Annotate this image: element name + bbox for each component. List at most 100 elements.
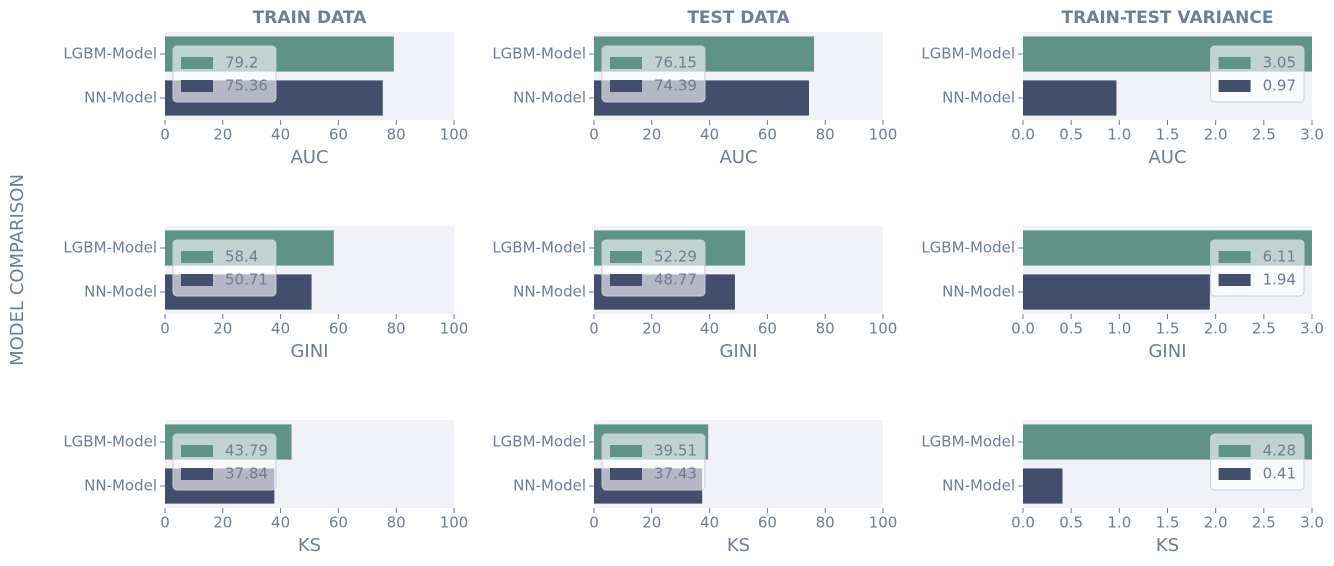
x-tick-label: 3.0 [1300,126,1324,144]
x-tick-label: 60 [329,514,348,532]
x-tick-label: 20 [213,126,232,144]
x-tick-label: 80 [387,320,406,338]
legend: 43.79 37.84 [172,433,277,491]
y-tick-label: NN-Model [513,89,586,107]
legend-swatch [181,251,213,263]
x-tick-label: 0 [160,126,170,144]
x-tick-label: 40 [700,514,719,532]
x-tick-label: 1.5 [1156,514,1180,532]
legend-swatch [1218,468,1251,480]
y-tick-label: NN-Model [84,283,157,301]
x-axis-label: KS [298,535,321,556]
x-tick-label: 1.5 [1156,126,1180,144]
x-tick-label: 0.5 [1059,514,1083,532]
x-axis-label: AUC [290,147,328,168]
x-tick-label: 100 [869,514,898,532]
x-tick-label: 0 [589,126,599,144]
x-tick-label: 80 [816,126,835,144]
bar [1023,80,1117,116]
x-tick-label: 100 [440,320,469,338]
y-tick-label: NN-Model [513,477,586,495]
legend: 3.05 0.97 [1210,45,1305,103]
legend-label: 58.4 [225,248,258,266]
x-tick-label: 80 [816,320,835,338]
legend-swatch [1218,80,1251,92]
legend-swatch [1218,251,1251,263]
legend-label: 50.71 [225,271,268,289]
x-tick-label: 0.0 [1011,320,1035,338]
x-tick-label: 40 [700,320,719,338]
x-tick-label: 0.5 [1059,126,1083,144]
x-tick-label: 60 [758,514,777,532]
legend-label: 37.43 [654,465,697,483]
legend: 52.29 48.77 [601,239,706,297]
legend-label: 75.36 [225,77,268,95]
x-tick-label: 60 [758,126,777,144]
legend-swatch [1218,445,1251,457]
x-tick-label: 80 [387,514,406,532]
legend-label: 39.51 [654,442,697,460]
legend: 79.2 75.36 [172,45,277,103]
x-tick-label: 40 [271,514,290,532]
x-tick-label: 20 [213,514,232,532]
y-tick-label: LGBM-Model [63,433,157,451]
legend: 76.15 74.39 [601,45,706,103]
x-tick-label: 1.5 [1156,320,1180,338]
x-tick-label: 40 [271,126,290,144]
chart-title: TRAIN-TEST VARIANCE [1062,8,1274,28]
x-axis-label: GINI [719,341,757,362]
x-tick-label: 1.0 [1107,126,1131,144]
x-axis-label: KS [727,535,750,556]
x-tick-label: 40 [271,320,290,338]
x-axis-label: AUC [719,147,757,168]
y-tick-label: LGBM-Model [492,239,586,257]
figure-ylabel: MODEL COMPARISON [7,174,28,366]
legend-swatch [1218,57,1251,69]
bar [1023,274,1210,310]
x-tick-label: 60 [329,320,348,338]
y-tick-label: LGBM-Model [921,45,1015,63]
x-tick-label: 0 [160,514,170,532]
legend-label: 0.41 [1263,465,1296,483]
legend-swatch [181,445,213,457]
x-tick-label: 0 [589,514,599,532]
x-tick-label: 100 [440,514,469,532]
x-tick-label: 0 [160,320,170,338]
x-tick-label: 2.0 [1204,514,1228,532]
x-tick-label: 40 [700,126,719,144]
x-tick-label: 3.0 [1300,320,1324,338]
legend-label: 37.84 [225,465,268,483]
x-tick-label: 20 [642,126,661,144]
legend-swatch [181,274,213,286]
legend-label: 74.39 [654,77,697,95]
x-tick-label: 0.0 [1011,126,1035,144]
y-tick-label: LGBM-Model [492,45,586,63]
bar [1023,468,1063,504]
legend-swatch [610,274,642,286]
x-axis-label: GINI [1148,341,1186,362]
legend: 4.28 0.41 [1210,433,1305,491]
legend-swatch [610,80,642,92]
legend-swatch [610,468,642,480]
x-tick-label: 2.0 [1204,320,1228,338]
legend-label: 1.94 [1263,271,1296,289]
x-tick-label: 20 [642,514,661,532]
legend: 58.4 50.71 [172,239,277,297]
x-tick-label: 2.0 [1204,126,1228,144]
x-tick-label: 0 [589,320,599,338]
legend-label: 6.11 [1263,248,1296,266]
legend: 39.51 37.43 [601,433,706,491]
x-tick-label: 80 [387,126,406,144]
legend-swatch [181,80,213,92]
chart-title: TEST DATA [687,8,790,28]
x-tick-label: 2.5 [1252,320,1276,338]
x-tick-label: 2.5 [1252,514,1276,532]
x-axis-label: GINI [290,341,328,362]
legend-swatch [181,468,213,480]
y-tick-label: LGBM-Model [492,433,586,451]
y-tick-label: LGBM-Model [921,239,1015,257]
x-tick-label: 3.0 [1300,514,1324,532]
legend-label: 52.29 [654,248,697,266]
legend-label: 3.05 [1263,54,1296,72]
